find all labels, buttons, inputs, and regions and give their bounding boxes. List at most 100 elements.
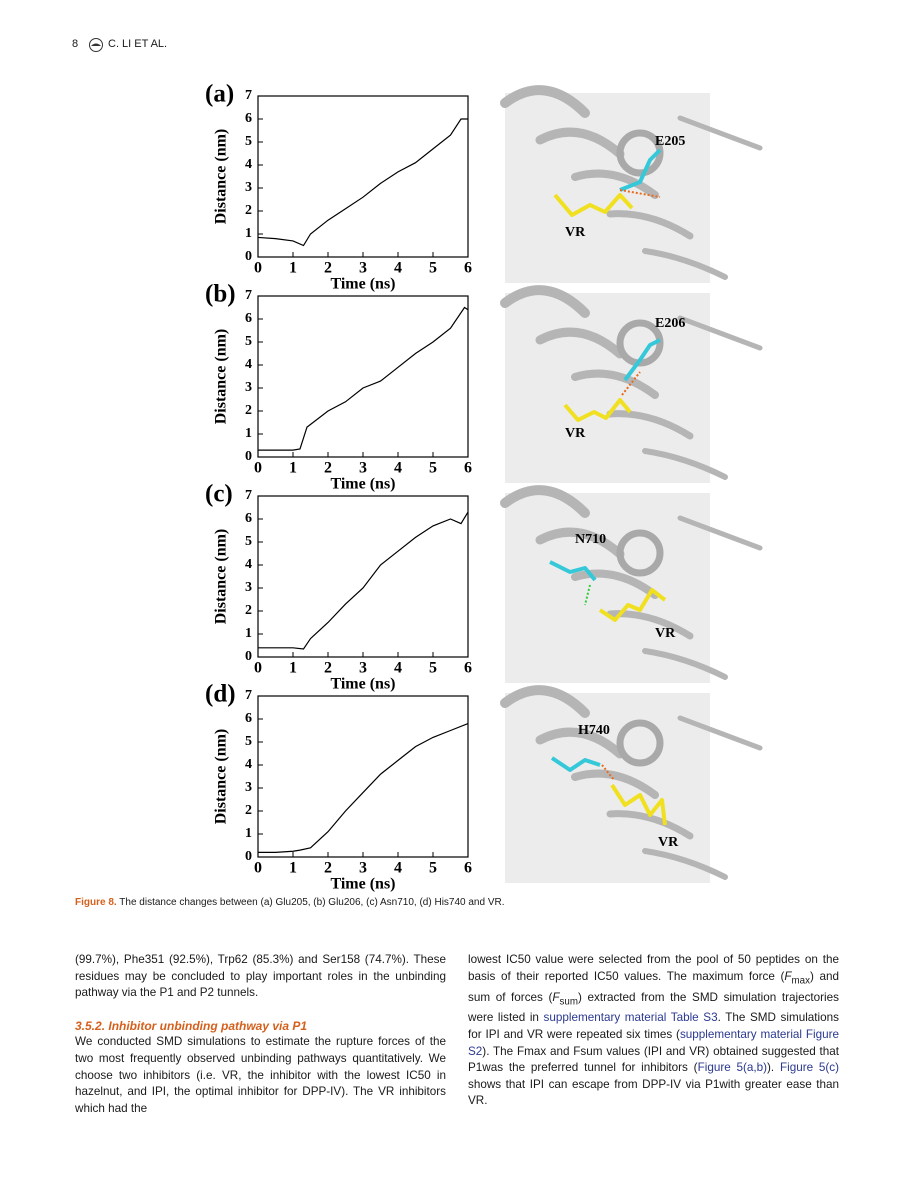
plot-frame — [257, 295, 469, 458]
x-axis-label: Time (ns) — [330, 476, 395, 493]
x-tick-label: 0 — [254, 660, 262, 677]
residue-label: H740 — [578, 723, 610, 738]
logo — [89, 38, 103, 52]
image-background — [505, 693, 710, 883]
ligand-sticks — [553, 193, 634, 217]
figure: (a) 0 1 2 3 4 5 6 0 1 2 3 4 5 6 7 Time (ns) Distance (nm)… — [89, 38, 763, 893]
y-tick-label: 5 — [245, 334, 252, 349]
image-background — [505, 493, 710, 683]
x-tick-label: 5 — [429, 660, 437, 677]
x-tick-label: 0 — [254, 260, 262, 277]
image-background — [505, 93, 710, 283]
cartoon-ribbon — [606, 410, 694, 440]
y-axis-label: Distance (nm) — [213, 129, 230, 225]
link[interactable]: supplementary material Figure S2 — [468, 1028, 839, 1058]
cartoon-ribbon — [606, 210, 694, 240]
x-tick-label: 6 — [464, 460, 472, 477]
x-tick-label: 4 — [394, 460, 402, 477]
y-tick-label: 5 — [245, 134, 252, 149]
link[interactable]: Figure 5(a,b) — [697, 1061, 768, 1075]
cartoon-ribbon — [571, 369, 659, 399]
right-column: lowest IC50 value were selected from the… — [468, 952, 839, 1110]
y-tick-label: 0 — [245, 249, 252, 264]
x-tick-label: 6 — [464, 660, 472, 677]
x-tick-label: 1 — [289, 460, 297, 477]
y-axis-label: Distance (nm) — [213, 529, 230, 625]
cartoon-ribbon — [606, 810, 694, 840]
structure-image: E206 VR — [500, 285, 763, 483]
x-axis-label: Time (ns) — [330, 276, 395, 293]
interaction — [601, 764, 615, 781]
image-background — [505, 293, 710, 483]
x-tick-label: 1 — [289, 260, 297, 277]
y-tick-label: 6 — [245, 511, 252, 526]
y-tick-label: 7 — [245, 88, 252, 103]
cartoon-ribbon — [677, 315, 763, 351]
residue-label: E206 — [655, 316, 685, 331]
text-run: ). The Fmax and Fsum values (IPI and VR)… — [468, 1044, 839, 1075]
page-number: 8 — [72, 38, 79, 50]
x-tick-label: 0 — [254, 860, 262, 877]
residue-sticks — [619, 148, 662, 192]
text-run: F — [552, 990, 560, 1004]
cartoon-ribbon — [535, 727, 625, 759]
interaction — [619, 189, 661, 198]
section-heading: 3.5.2. Inhibitor unbinding pathway via P… — [75, 1018, 308, 1033]
panel-label: (d) — [205, 681, 236, 708]
distance-line — [258, 511, 469, 650]
y-tick-label: 5 — [245, 734, 252, 749]
x-tick-label: 2 — [324, 660, 332, 677]
y-tick-label: 6 — [245, 311, 252, 326]
panel-label: (c) — [205, 481, 233, 508]
text-run: (99.7%), Phe351 (92.5%), Trp62 (85.3%) a… — [75, 953, 446, 1000]
distance-line — [258, 306, 469, 451]
paragraph: (99.7%), Phe351 (92.5%), Trp62 (85.3%) a… — [75, 952, 446, 1002]
cartoon-ribbon — [642, 248, 728, 280]
link[interactable]: Figure 5(c) — [779, 1061, 839, 1075]
interaction — [621, 371, 641, 396]
x-tick-label: 4 — [394, 860, 402, 877]
cartoon-ribbon — [500, 685, 590, 718]
cartoon-ribbon — [677, 715, 763, 751]
x-tick-label: 2 — [324, 260, 332, 277]
y-tick-label: 7 — [245, 288, 252, 303]
x-tick-label: 2 — [324, 860, 332, 877]
x-tick-label: 5 — [429, 260, 437, 277]
y-tick-label: 1 — [245, 426, 252, 441]
caption-text: The distance changes between (a) Glu205,… — [119, 897, 505, 908]
logo-mark — [91, 43, 101, 46]
caption: Figure 8. The distance changes between (… — [75, 897, 505, 908]
ligand-label: VR — [565, 426, 586, 441]
x-tick-label: 5 — [429, 460, 437, 477]
interaction — [584, 584, 591, 606]
cartoon-ribbon — [571, 569, 659, 599]
cartoon-ribbon — [500, 285, 590, 318]
paragraph: We conducted SMD simulations to estimate… — [75, 1034, 446, 1117]
distance-line — [258, 723, 469, 854]
y-tick-label: 7 — [245, 488, 252, 503]
text-run: ) and sum of forces ( — [468, 969, 840, 1004]
cartoon-ribbon — [535, 327, 625, 359]
link[interactable]: supplementary material Table S3 — [543, 1011, 718, 1025]
text-run: shows that IPI can escape from DPP-IV vi… — [468, 1077, 839, 1108]
ligand-label: VR — [655, 626, 676, 641]
y-tick-label: 4 — [245, 357, 252, 372]
paragraph: lowest IC50 value were selected from the… — [468, 952, 839, 1110]
y-tick-label: 6 — [245, 111, 252, 126]
structure-image: H740 VR — [500, 685, 763, 883]
y-tick-label: 1 — [245, 826, 252, 841]
helix — [616, 719, 664, 767]
x-tick-label: 0 — [254, 460, 262, 477]
text-run: ). — [767, 1061, 780, 1075]
x-tick-label: 3 — [359, 260, 367, 277]
y-tick-label: 2 — [245, 603, 252, 618]
panel-label: (b) — [205, 281, 236, 308]
x-tick-label: 1 — [289, 660, 297, 677]
text-run: F — [784, 969, 792, 983]
x-tick-label: 3 — [359, 860, 367, 877]
cartoon-ribbon — [642, 648, 728, 680]
y-tick-label: 2 — [245, 403, 252, 418]
cartoon-ribbon — [642, 448, 728, 480]
ligand-label: VR — [565, 225, 586, 240]
text-run: lowest IC50 value were selected from the… — [468, 953, 839, 983]
